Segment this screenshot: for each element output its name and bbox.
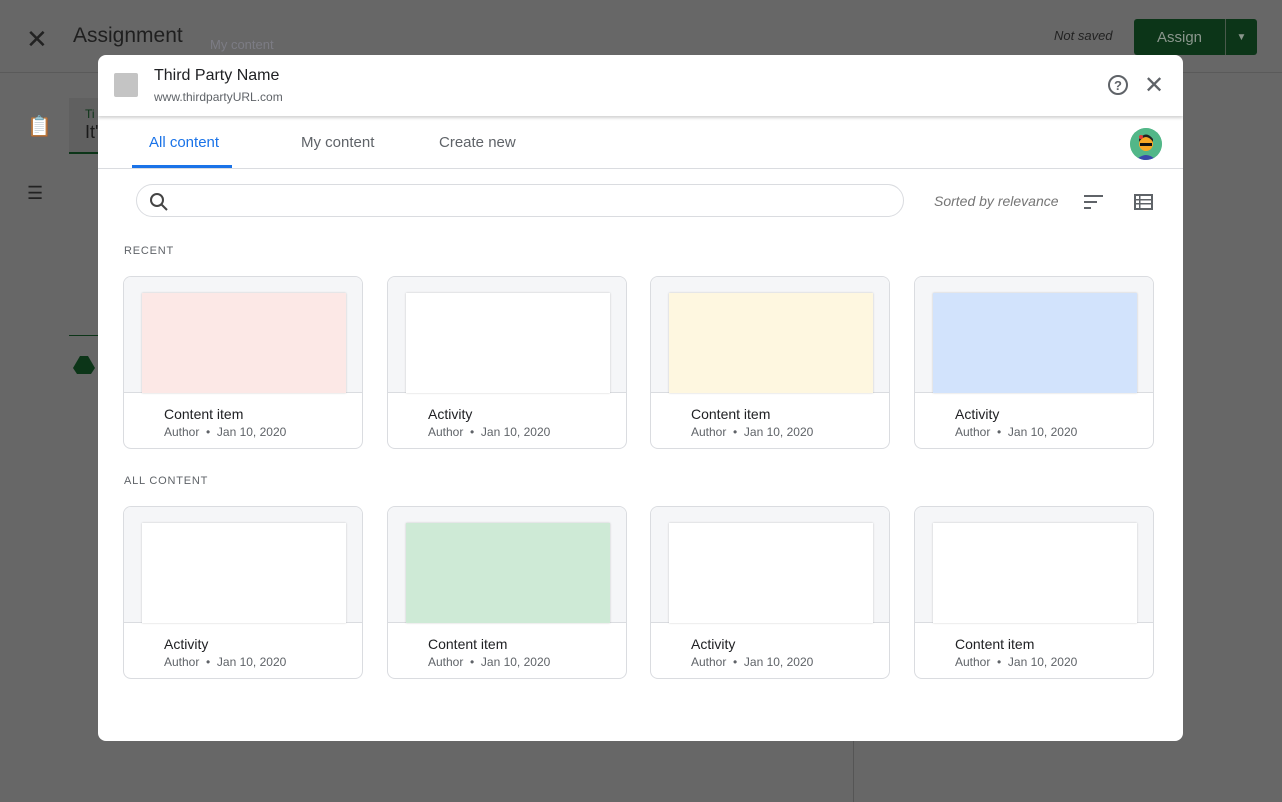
content-card[interactable]: Content item Author • Jan 10, 2020 — [914, 506, 1154, 679]
card-meta: Author • Jan 10, 2020 — [691, 425, 814, 439]
divider — [69, 335, 98, 336]
card-title: Content item — [164, 406, 244, 422]
title-field[interactable]: Ti It' — [69, 98, 98, 154]
thumbnail — [933, 523, 1137, 623]
clipboard-icon[interactable]: 📋 — [27, 116, 52, 138]
content-card[interactable]: Content item Author • Jan 10, 2020 — [650, 276, 890, 449]
card-date: Jan 10, 2020 — [1007, 655, 1078, 669]
card-date: Jan 10, 2020 — [480, 425, 551, 439]
third-party-logo — [114, 73, 138, 97]
card-meta: Author • Jan 10, 2020 — [428, 655, 551, 669]
third-party-name: Third Party Name — [154, 67, 280, 84]
ghost-text: My content — [210, 37, 274, 52]
close-icon[interactable]: ✕ — [26, 24, 48, 54]
card-preview — [915, 277, 1153, 393]
content-picker-dialog: Third Party Name www.thirdpartyURL.com ?… — [98, 55, 1183, 741]
card-date: Jan 10, 2020 — [743, 425, 814, 439]
drive-icon[interactable] — [73, 356, 95, 374]
section-heading: RECENT — [124, 245, 175, 257]
dropdown-arrow-icon[interactable]: ▼ — [1236, 31, 1247, 43]
sort-icon[interactable] — [1084, 195, 1104, 209]
card-date: Jan 10, 2020 — [216, 655, 287, 669]
content-card[interactable]: Activity Author • Jan 10, 2020 — [123, 506, 363, 679]
card-title: Activity — [955, 406, 1000, 422]
card-title: Activity — [164, 636, 209, 652]
card-meta: Author • Jan 10, 2020 — [428, 425, 551, 439]
close-icon[interactable]: ✕ — [1144, 72, 1165, 99]
active-tab-indicator — [132, 165, 232, 168]
thumbnail — [933, 293, 1137, 393]
tab-all-content[interactable]: All content — [149, 134, 220, 151]
thumbnail — [142, 293, 346, 393]
card-author: Author — [955, 655, 991, 669]
card-author: Author — [955, 425, 991, 439]
thumbnail — [406, 523, 610, 623]
card-author: Author — [428, 655, 464, 669]
thumbnail — [669, 523, 873, 623]
card-author: Author — [428, 425, 464, 439]
card-date: Jan 10, 2020 — [480, 655, 551, 669]
search-icon — [150, 193, 168, 211]
dialog-header: Third Party Name www.thirdpartyURL.com ?… — [98, 55, 1183, 116]
content-card[interactable]: Activity Author • Jan 10, 2020 — [650, 506, 890, 679]
card-title: Activity — [691, 636, 736, 652]
avatar[interactable] — [1130, 128, 1162, 160]
tab-my-content[interactable]: My content — [301, 134, 375, 151]
sort-label: Sorted by relevance — [934, 193, 1059, 209]
notes-icon[interactable]: ☰ — [27, 183, 44, 203]
thumbnail — [406, 293, 610, 393]
third-party-url: www.thirdpartyURL.com — [154, 90, 283, 104]
tab-create-new[interactable]: Create new — [439, 134, 516, 151]
card-meta: Author • Jan 10, 2020 — [955, 425, 1078, 439]
card-author: Author — [164, 425, 200, 439]
card-author: Author — [164, 655, 200, 669]
save-status: Not saved — [1054, 28, 1113, 43]
card-meta: Author • Jan 10, 2020 — [164, 425, 287, 439]
card-title: Content item — [955, 636, 1035, 652]
card-title: Content item — [428, 636, 508, 652]
card-title: Content item — [691, 406, 771, 422]
help-icon[interactable]: ? — [1108, 75, 1128, 95]
content-card[interactable]: Activity Author • Jan 10, 2020 — [914, 276, 1154, 449]
card-date: Jan 10, 2020 — [743, 655, 814, 669]
divider — [853, 741, 854, 802]
title-field-value: It' — [85, 122, 99, 142]
card-date: Jan 10, 2020 — [1007, 425, 1078, 439]
card-preview — [388, 277, 626, 393]
card-preview — [915, 507, 1153, 623]
assign-button[interactable]: Assign ▼ — [1134, 19, 1257, 55]
content-card[interactable]: Activity Author • Jan 10, 2020 — [387, 276, 627, 449]
card-meta: Author • Jan 10, 2020 — [691, 655, 814, 669]
content-card[interactable]: Content item Author • Jan 10, 2020 — [123, 276, 363, 449]
title-field-label: Ti — [85, 107, 95, 121]
card-date: Jan 10, 2020 — [216, 425, 287, 439]
card-preview — [124, 507, 362, 623]
card-title: Activity — [428, 406, 473, 422]
assign-label[interactable]: Assign — [1134, 19, 1226, 55]
card-preview — [388, 507, 626, 623]
search-input[interactable] — [136, 184, 904, 217]
card-author: Author — [691, 655, 727, 669]
card-preview — [651, 277, 889, 393]
card-preview — [651, 507, 889, 623]
tab-bar: All content My content Create new — [98, 117, 1183, 169]
page-title: Assignment — [73, 24, 183, 47]
card-meta: Author • Jan 10, 2020 — [955, 655, 1078, 669]
section-heading: ALL CONTENT — [124, 475, 209, 487]
content-card[interactable]: Content item Author • Jan 10, 2020 — [387, 506, 627, 679]
search-field[interactable] — [177, 189, 887, 213]
thumbnail — [142, 523, 346, 623]
card-author: Author — [691, 425, 727, 439]
card-preview — [124, 277, 362, 393]
thumbnail — [669, 293, 873, 393]
card-meta: Author • Jan 10, 2020 — [164, 655, 287, 669]
list-view-icon[interactable] — [1134, 194, 1153, 210]
